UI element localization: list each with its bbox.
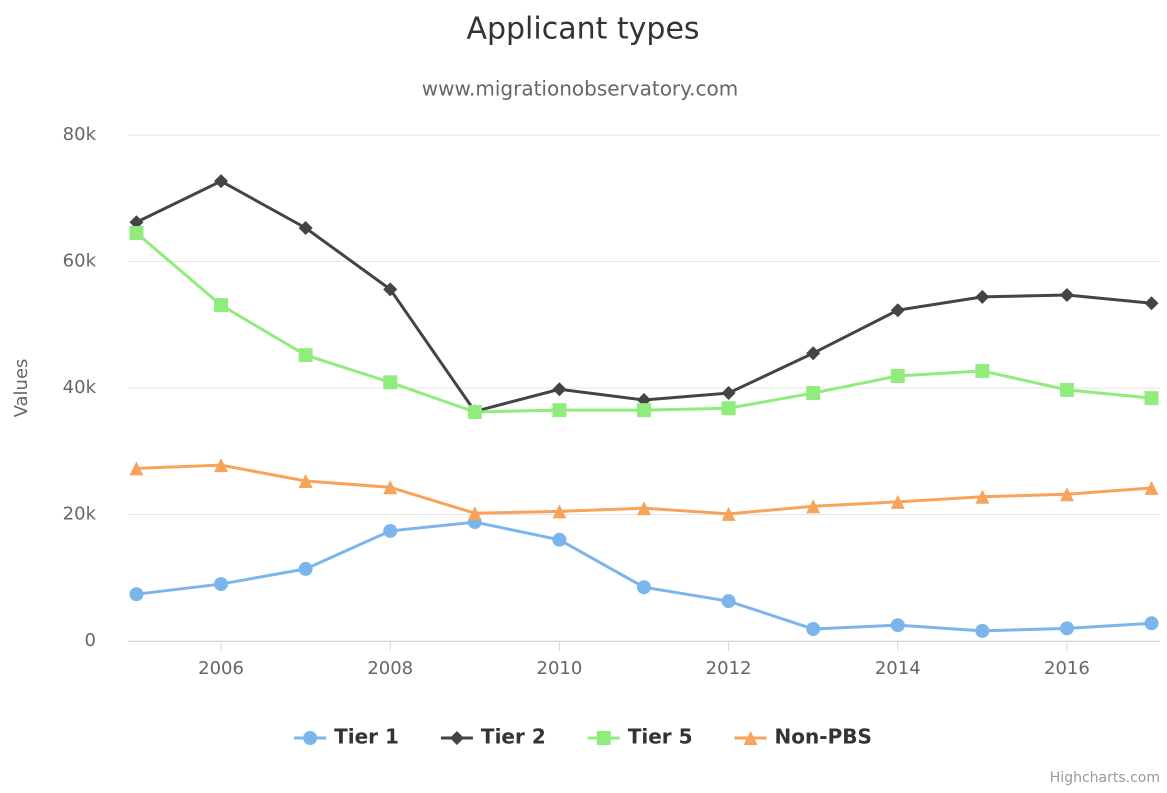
series-line [135, 179, 1152, 414]
marker [298, 220, 313, 235]
marker [1144, 391, 1159, 406]
marker [890, 303, 905, 318]
marker [637, 501, 651, 516]
marker [890, 618, 905, 633]
legend-label: Tier 1 [334, 725, 399, 749]
marker [214, 174, 229, 189]
marker [383, 282, 398, 297]
legend-item[interactable]: Tier 5 [587, 725, 693, 749]
marker [806, 499, 821, 514]
marker [552, 382, 567, 397]
marker [129, 226, 144, 241]
y-tick-label: 60k [63, 251, 97, 272]
marker [743, 731, 758, 745]
credits: Highcharts.com [1050, 770, 1160, 786]
x-tick-label: 2006 [198, 658, 244, 679]
marker [298, 561, 313, 576]
marker [975, 623, 990, 638]
marker [637, 403, 651, 418]
marker [1144, 616, 1159, 631]
x-tick-label: 2014 [875, 658, 921, 679]
x-tick-label: 2008 [367, 658, 413, 679]
marker [383, 523, 398, 538]
marker [721, 594, 736, 609]
marker [214, 577, 229, 592]
marker [721, 401, 736, 416]
legend-item[interactable]: Tier 2 [440, 725, 546, 749]
marker [129, 587, 144, 602]
legend-label: Non-PBS [775, 725, 872, 749]
marker [1144, 296, 1159, 311]
marker [806, 621, 821, 636]
marker [637, 580, 651, 595]
legend-label: Tier 2 [481, 725, 546, 749]
marker [129, 461, 144, 476]
y-tick-label: 0 [85, 630, 96, 651]
marker [975, 489, 990, 504]
marker [596, 731, 611, 745]
legend: Tier 1 Tier 2 Tier 5 Non-PBS [294, 725, 872, 749]
marker [383, 375, 398, 390]
marker [129, 215, 144, 230]
marker [1059, 621, 1074, 636]
marker [890, 368, 905, 383]
x-tick-label: 2016 [1044, 658, 1090, 679]
y-tick-label: 80k [63, 124, 97, 145]
marker [298, 473, 313, 488]
marker [552, 403, 567, 418]
marker [552, 504, 567, 519]
legend-label: Tier 5 [628, 725, 693, 749]
y-axis-title: Values [11, 359, 32, 418]
marker [214, 298, 229, 313]
legend-item[interactable]: Tier 1 [294, 725, 399, 749]
marker [975, 289, 990, 304]
marker [467, 506, 482, 521]
marker [214, 458, 229, 473]
marker [552, 532, 567, 547]
marker [1144, 480, 1159, 495]
marker [383, 480, 398, 495]
y-tick-label: 20k [63, 504, 97, 525]
series-line [136, 520, 1152, 633]
marker [890, 494, 905, 509]
legend-item[interactable]: Non-PBS [734, 725, 872, 749]
x-tick-label: 2010 [537, 658, 583, 679]
marker [303, 731, 318, 745]
marker [806, 346, 821, 361]
x-tick-label: 2012 [706, 658, 752, 679]
marker [467, 405, 482, 420]
marker [1059, 382, 1074, 397]
marker [449, 731, 464, 745]
marker [298, 348, 313, 363]
marker [975, 363, 990, 378]
marker [1059, 487, 1074, 502]
marker [721, 506, 736, 521]
series-line [135, 231, 1152, 414]
marker [1059, 288, 1074, 303]
chart-subtitle: www.migrationobservatory.com [422, 77, 738, 101]
y-tick-label: 40k [63, 377, 97, 398]
marker [721, 386, 736, 401]
marker [806, 386, 821, 401]
chart-title: Applicant types [466, 12, 699, 47]
